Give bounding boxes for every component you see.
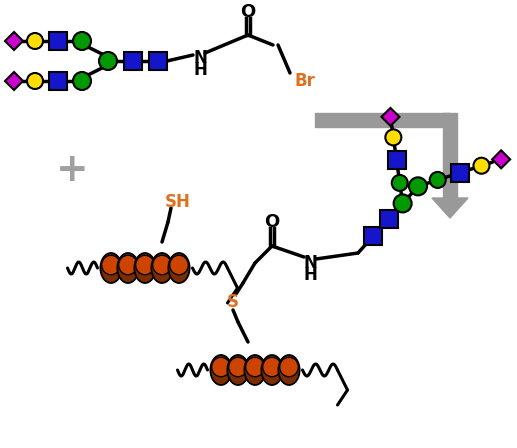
- Text: N: N: [303, 254, 317, 272]
- Circle shape: [27, 73, 43, 89]
- Text: Br: Br: [294, 72, 315, 90]
- Ellipse shape: [134, 253, 156, 283]
- Circle shape: [409, 177, 427, 195]
- Polygon shape: [432, 198, 468, 218]
- Ellipse shape: [263, 357, 281, 377]
- Polygon shape: [380, 210, 398, 228]
- Ellipse shape: [135, 255, 155, 275]
- Ellipse shape: [169, 253, 190, 283]
- Polygon shape: [149, 52, 167, 70]
- Ellipse shape: [227, 355, 249, 385]
- Ellipse shape: [170, 255, 188, 275]
- Polygon shape: [388, 151, 405, 169]
- Circle shape: [385, 129, 401, 146]
- Polygon shape: [492, 151, 510, 168]
- Ellipse shape: [229, 357, 247, 377]
- Circle shape: [393, 194, 412, 212]
- Polygon shape: [49, 32, 67, 50]
- Polygon shape: [5, 72, 23, 90]
- Ellipse shape: [118, 255, 138, 275]
- Circle shape: [99, 52, 117, 70]
- Circle shape: [73, 32, 91, 50]
- Text: H: H: [193, 61, 207, 79]
- Polygon shape: [49, 72, 67, 90]
- Ellipse shape: [210, 355, 232, 385]
- Ellipse shape: [278, 355, 300, 385]
- Ellipse shape: [153, 255, 171, 275]
- Ellipse shape: [262, 355, 283, 385]
- Ellipse shape: [117, 253, 139, 283]
- Ellipse shape: [211, 357, 231, 377]
- Polygon shape: [451, 164, 468, 182]
- Text: S: S: [227, 293, 239, 311]
- Circle shape: [27, 33, 43, 49]
- Circle shape: [474, 158, 490, 174]
- Polygon shape: [443, 113, 457, 198]
- Ellipse shape: [280, 357, 298, 377]
- Circle shape: [392, 175, 408, 191]
- Ellipse shape: [151, 253, 173, 283]
- Text: N: N: [193, 49, 207, 67]
- Ellipse shape: [246, 357, 264, 377]
- Text: H: H: [303, 266, 317, 284]
- Polygon shape: [382, 108, 400, 126]
- Circle shape: [73, 72, 91, 90]
- Polygon shape: [364, 227, 383, 245]
- Circle shape: [430, 172, 446, 188]
- Ellipse shape: [100, 253, 121, 283]
- Text: O: O: [264, 213, 280, 231]
- Text: +: +: [56, 151, 88, 189]
- Text: SH: SH: [165, 193, 191, 211]
- Polygon shape: [315, 113, 450, 127]
- Text: O: O: [240, 3, 255, 21]
- Polygon shape: [124, 52, 142, 70]
- Ellipse shape: [102, 255, 120, 275]
- Ellipse shape: [245, 355, 266, 385]
- Polygon shape: [5, 32, 23, 50]
